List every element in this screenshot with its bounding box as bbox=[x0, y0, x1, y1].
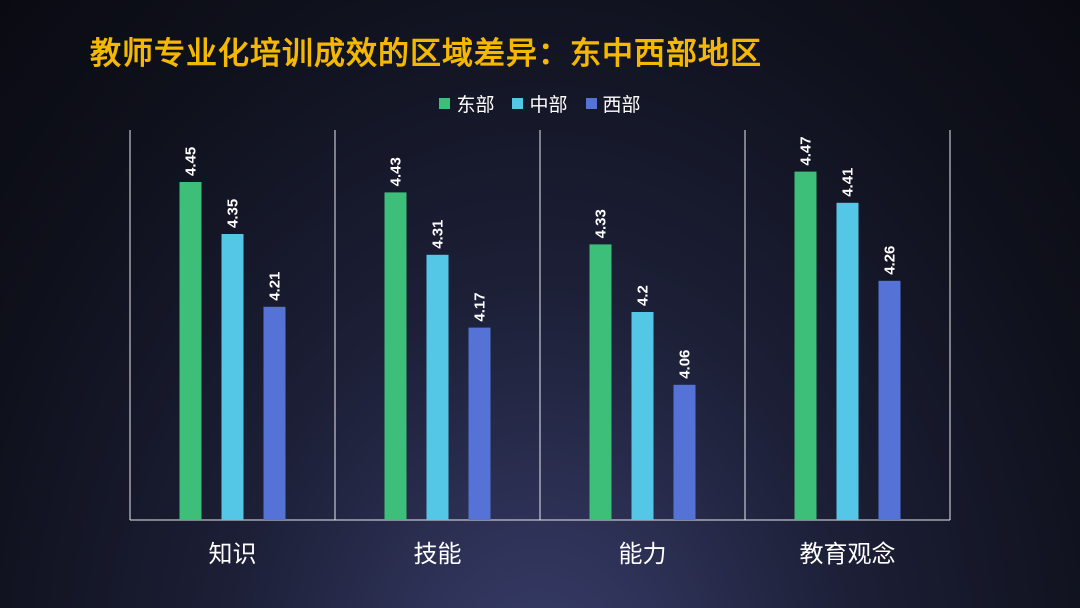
data-label-east: 4.43 bbox=[388, 157, 405, 186]
bar-west bbox=[878, 280, 901, 520]
data-label-west: 4.26 bbox=[882, 246, 899, 275]
data-label-east: 4.47 bbox=[798, 136, 815, 165]
bar-central bbox=[836, 202, 859, 521]
bar-central bbox=[426, 254, 449, 521]
bar-east bbox=[384, 192, 407, 520]
x-tick-label: 技能 bbox=[414, 540, 462, 568]
bar-east bbox=[794, 171, 817, 520]
legend-label-central: 中部 bbox=[529, 94, 568, 116]
bar-central bbox=[221, 234, 244, 520]
legend-swatch-east bbox=[439, 98, 451, 109]
bar-west bbox=[673, 384, 696, 520]
legend-label-east: 东部 bbox=[456, 94, 495, 116]
legend-item-central: 中部 bbox=[512, 90, 568, 117]
bar-east bbox=[589, 244, 612, 520]
bar-east bbox=[179, 182, 202, 520]
data-label-central: 4.35 bbox=[225, 199, 242, 228]
legend-swatch-central bbox=[512, 98, 524, 109]
data-label-west: 4.06 bbox=[677, 350, 694, 379]
legend-item-west: 西部 bbox=[585, 90, 641, 117]
data-label-west: 4.17 bbox=[472, 292, 489, 321]
legend-swatch-west bbox=[585, 98, 597, 109]
bar-central bbox=[631, 312, 654, 520]
x-tick-label: 知识 bbox=[209, 540, 257, 568]
bar-west bbox=[468, 327, 491, 520]
data-label-east: 4.33 bbox=[593, 209, 610, 238]
chart-legend: 东部 中部 西部 bbox=[0, 90, 1080, 117]
bar-west bbox=[263, 306, 286, 520]
legend-item-east: 东部 bbox=[439, 90, 494, 117]
data-label-east: 4.45 bbox=[183, 147, 200, 176]
slide-title: 教师专业化培训成效的区域差异：东中西部地区 bbox=[90, 36, 762, 72]
data-label-central: 4.31 bbox=[430, 220, 447, 249]
x-tick-label: 教育观念 bbox=[800, 540, 896, 568]
legend-label-west: 西部 bbox=[602, 94, 641, 116]
data-label-central: 4.41 bbox=[840, 168, 857, 197]
x-tick-label: 能力 bbox=[619, 540, 667, 568]
data-label-west: 4.21 bbox=[267, 272, 284, 301]
data-label-central: 4.2 bbox=[635, 285, 652, 306]
